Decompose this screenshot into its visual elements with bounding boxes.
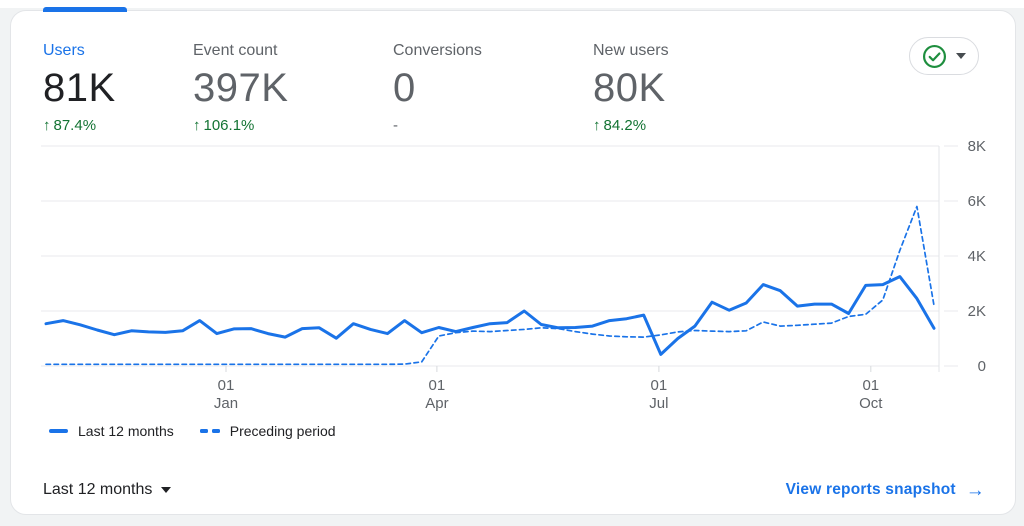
link-label: View reports snapshot [785, 481, 956, 498]
delta-value: - [393, 117, 398, 134]
svg-text:0: 0 [978, 358, 986, 375]
svg-text:01: 01 [862, 377, 879, 394]
metric-value: 397K [193, 66, 289, 110]
metric-value: 81K [43, 66, 116, 110]
metric-delta: ↑ 84.2% [593, 117, 793, 134]
home-overview-card: Users 81K ↑ 87.4% Event count 397K ↑ 106… [10, 7, 1016, 515]
svg-text:4K: 4K [968, 248, 986, 265]
metric-tab[interactable]: Users 81K ↑ 87.4% [43, 41, 193, 134]
check-circle-icon [922, 44, 947, 69]
metric-label: Users [43, 42, 85, 59]
metrics-row: Users 81K ↑ 87.4% Event count 397K ↑ 106… [43, 41, 793, 134]
delta-value: 106.1% [203, 117, 255, 134]
date-range-label: Last 12 months [43, 481, 153, 498]
metric-delta: ↑ 106.1% [193, 117, 393, 134]
metric-tab[interactable]: Event count 397K ↑ 106.1% [193, 41, 393, 134]
legend-label: Last 12 months [78, 423, 174, 439]
dashed-line-swatch [211, 429, 220, 433]
legend-line-swatch [199, 429, 220, 433]
date-range-selector[interactable]: Last 12 months [43, 481, 172, 499]
metric-delta: - [393, 117, 593, 134]
svg-text:01: 01 [218, 377, 235, 394]
svg-text:Jul: Jul [649, 395, 668, 412]
delta-up-arrow-icon: ↑ [193, 117, 201, 134]
chevron-down-icon [161, 487, 172, 493]
svg-text:01: 01 [429, 377, 446, 394]
metric-value: 80K [593, 66, 666, 110]
dashed-line-swatch [199, 429, 208, 433]
delta-value: 84.2% [603, 117, 647, 134]
arrow-right-icon: → [965, 479, 985, 501]
metric-label: Event count [193, 42, 278, 59]
svg-text:8K: 8K [968, 141, 986, 155]
svg-text:Apr: Apr [425, 395, 448, 412]
legend-item: Preceding period [199, 423, 336, 439]
top-strip [0, 0, 1024, 8]
delta-up-arrow-icon: ↑ [43, 117, 51, 134]
card-footer: Last 12 months View reports snapshot → [43, 475, 985, 505]
active-tab-indicator [43, 7, 127, 12]
metric-tab[interactable]: New users 80K ↑ 84.2% [593, 41, 793, 134]
svg-text:Jan: Jan [214, 395, 238, 412]
legend-line-swatch [49, 429, 68, 433]
chart-legend: Last 12 months Preceding period [49, 423, 336, 439]
metric-label: Conversions [393, 42, 482, 59]
svg-text:2K: 2K [968, 303, 986, 320]
legend-item: Last 12 months [49, 423, 174, 439]
data-quality-button[interactable] [909, 37, 979, 75]
svg-text:Oct: Oct [859, 395, 883, 412]
svg-text:01: 01 [651, 377, 668, 394]
svg-text:6K: 6K [968, 193, 986, 210]
current-period-line [44, 275, 936, 356]
delta-up-arrow-icon: ↑ [593, 117, 601, 134]
chevron-down-icon [956, 53, 966, 59]
metric-tab[interactable]: Conversions 0 - [393, 41, 593, 134]
legend-label: Preceding period [229, 423, 336, 439]
metric-delta: ↑ 87.4% [43, 117, 193, 134]
metric-value: 0 [393, 66, 416, 110]
metric-label: New users [593, 42, 669, 59]
delta-value: 87.4% [53, 117, 97, 134]
view-reports-snapshot-link[interactable]: View reports snapshot → [786, 481, 985, 500]
solid-line-swatch [49, 429, 68, 433]
preceding-period-line [45, 205, 935, 366]
users-trend-chart[interactable]: 8K 6K 4K 2K 0 01 Jan 01 Apr 01 Jul 01 Oct [41, 138, 991, 413]
